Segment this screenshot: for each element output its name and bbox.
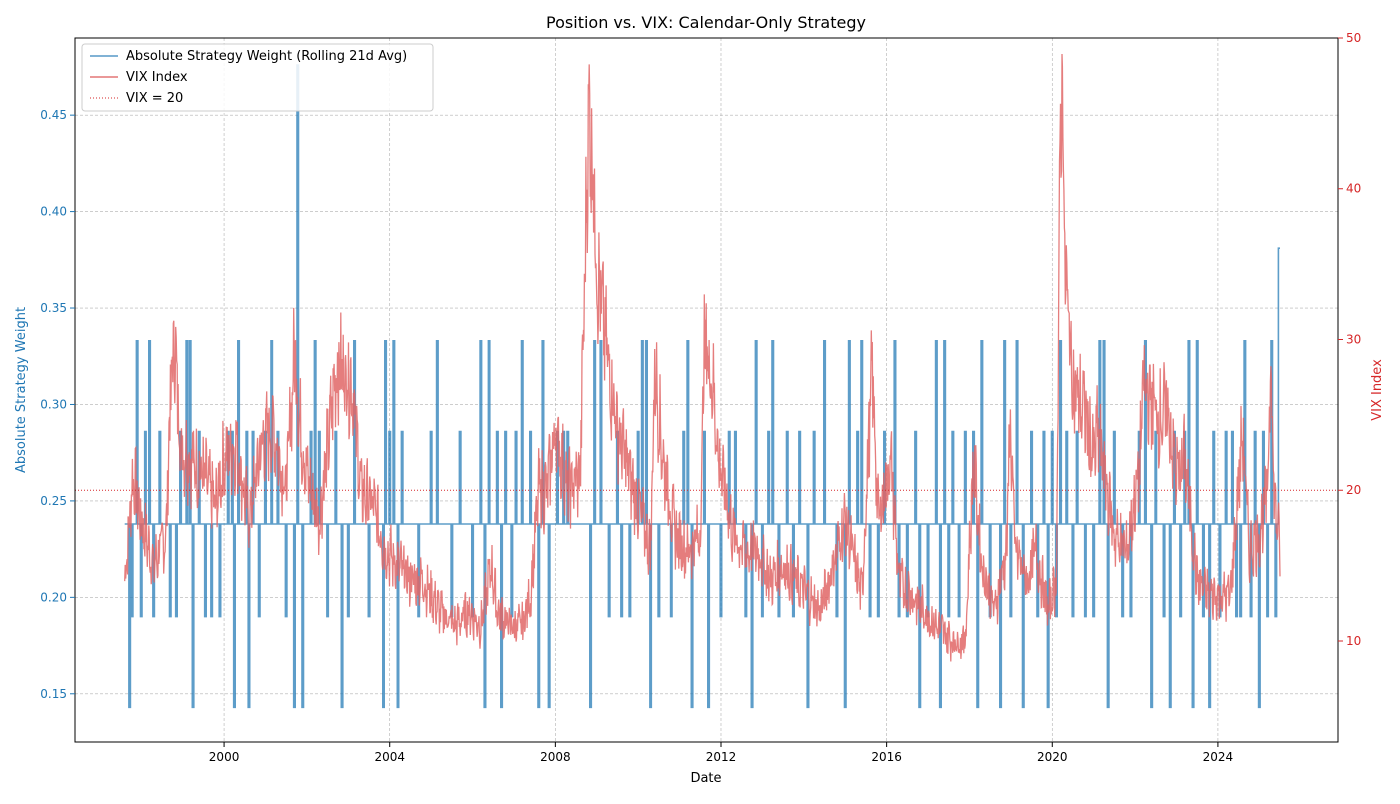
- right-tick-label: 20: [1346, 483, 1361, 497]
- series-layer: [75, 53, 1338, 709]
- plot-frame: [74, 37, 1339, 743]
- right-tick-label: 50: [1346, 31, 1361, 45]
- right-tick-label: 10: [1346, 634, 1361, 648]
- x-tick-label: 2000: [209, 750, 240, 764]
- right-axis-label: VIX Index: [1370, 359, 1385, 421]
- left-tick-label: 0.20: [40, 590, 67, 604]
- chart-title: Position vs. VIX: Calendar-Only Strategy: [546, 13, 866, 32]
- x-tick-label: 2008: [540, 750, 571, 764]
- left-tick-label: 0.40: [40, 205, 67, 219]
- right-tick-label: 40: [1346, 182, 1361, 196]
- x-tick-label: 2024: [1203, 750, 1234, 764]
- series-line-vix: [124, 53, 1281, 662]
- left-tick-label: 0.25: [40, 494, 67, 508]
- left-tick-label: 0.15: [40, 687, 67, 701]
- legend-label-weight: Absolute Strategy Weight (Rolling 21d Av…: [126, 49, 407, 64]
- x-tick-label: 2016: [871, 750, 902, 764]
- series-line-strategy-weight: [124, 64, 1280, 709]
- x-tick-label: 2020: [1037, 750, 1068, 764]
- left-tick-label: 0.45: [40, 108, 67, 122]
- legend-label-threshold: VIX = 20: [126, 91, 183, 106]
- x-tick-label: 2012: [706, 750, 737, 764]
- x-tick-label: 2004: [374, 750, 405, 764]
- legend-label-vix: VIX Index: [126, 70, 188, 85]
- legend: Absolute Strategy Weight (Rolling 21d Av…: [81, 43, 434, 112]
- axis-layer: 2000 2004 2008 2012 2016 2020 2024 0.15 0.20 0.25…: [40, 31, 1361, 764]
- left-axis-label: Absolute Strategy Weight: [14, 307, 29, 473]
- right-tick-label: 30: [1346, 332, 1361, 346]
- left-tick-label: 0.35: [40, 301, 67, 315]
- legend-box: [81, 43, 434, 112]
- x-axis-label: Date: [690, 771, 721, 786]
- left-tick-label: 0.30: [40, 397, 67, 411]
